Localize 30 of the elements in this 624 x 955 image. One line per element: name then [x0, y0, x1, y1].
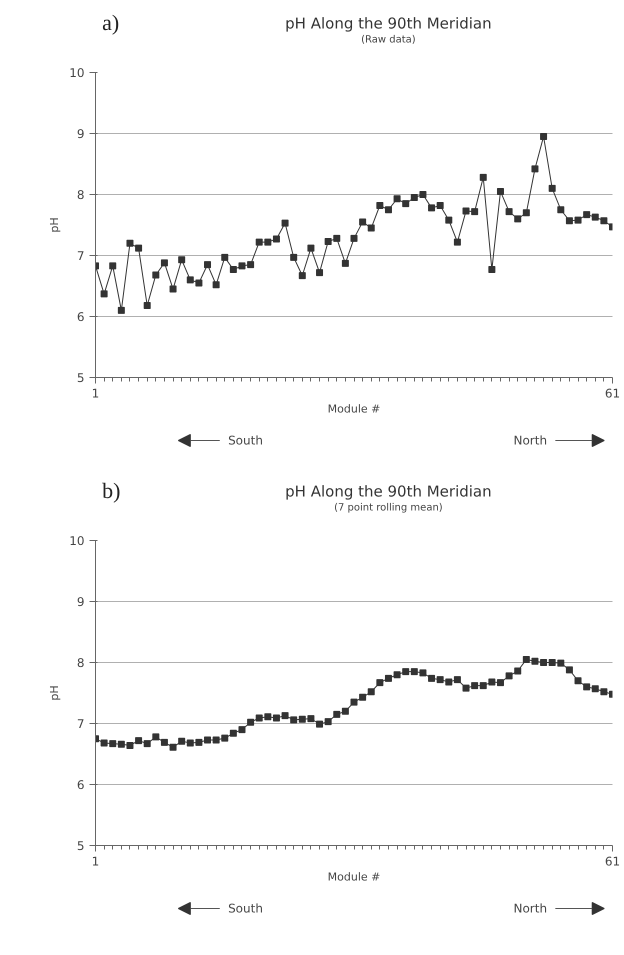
- x-tick-label: 61: [604, 854, 620, 868]
- x-tick-label: 1: [92, 854, 100, 868]
- x-axis-title: Module #: [328, 402, 380, 416]
- y-tick-label: 6: [76, 310, 85, 324]
- y-tick-label: 9: [76, 127, 85, 141]
- x-tick-label: 1: [92, 386, 100, 400]
- text: a): [102, 10, 120, 35]
- y-axis-title: pH: [48, 685, 62, 701]
- y-tick-label: 7: [76, 717, 85, 731]
- text: South: [228, 902, 263, 916]
- text: North: [513, 902, 548, 916]
- y-tick-label: 5: [76, 371, 85, 385]
- y-tick-label: 8: [76, 656, 85, 670]
- y-tick-label: 10: [69, 66, 85, 80]
- chart-subtitle: (7 point rolling mean): [334, 502, 443, 514]
- y-axis-title: pH: [48, 217, 62, 233]
- y-tick-label: 8: [76, 188, 85, 202]
- x-axis-title: Module #: [328, 870, 380, 884]
- chart-title: pH Along the 90th Meridian: [285, 14, 492, 32]
- y-tick-label: 5: [76, 839, 85, 853]
- x-tick-label: 61: [604, 386, 620, 400]
- chart-title: pH Along the 90th Meridian: [285, 482, 492, 500]
- chart-subtitle: (Raw data): [361, 34, 416, 46]
- text: North: [513, 434, 548, 448]
- text: South: [228, 434, 263, 448]
- text: b): [102, 478, 120, 503]
- y-tick-label: 7: [76, 249, 85, 263]
- y-tick-label: 10: [69, 534, 85, 548]
- y-tick-label: 9: [76, 595, 85, 609]
- y-tick-label: 6: [76, 778, 85, 792]
